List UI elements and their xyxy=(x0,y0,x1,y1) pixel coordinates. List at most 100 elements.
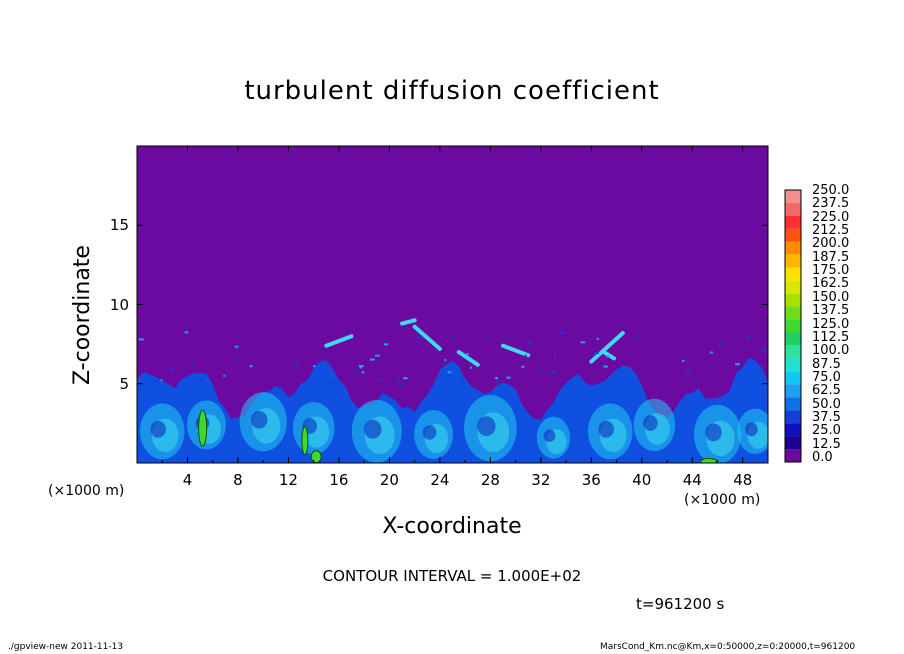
high-value-patch xyxy=(301,426,309,456)
eddy-dark xyxy=(705,423,722,442)
colorbar-swatch xyxy=(785,190,801,203)
speck xyxy=(277,362,280,365)
colorbar-swatch xyxy=(785,423,801,437)
speck xyxy=(383,343,389,346)
speck xyxy=(295,362,299,365)
eddy-dark xyxy=(543,429,556,442)
colorbar-label: 225.0 xyxy=(812,209,850,225)
speck xyxy=(444,359,447,362)
colorbar-label: 137.5 xyxy=(812,303,850,319)
speck xyxy=(169,368,174,371)
speck xyxy=(521,365,525,368)
high-value-patch xyxy=(310,450,322,463)
speck xyxy=(234,347,237,350)
speck xyxy=(747,336,751,339)
colorbar-swatch xyxy=(785,293,801,307)
x-tick-label: 24 xyxy=(430,471,450,489)
x-tick-label: 16 xyxy=(329,471,349,489)
colorbar-swatch xyxy=(785,358,801,372)
speck xyxy=(469,366,473,369)
colorbar-swatch xyxy=(785,449,801,462)
speck xyxy=(596,337,599,340)
speck xyxy=(369,358,375,361)
speck xyxy=(494,377,499,380)
eddy-dark xyxy=(364,419,382,439)
colorbar-label: 37.5 xyxy=(812,409,841,425)
speck xyxy=(524,354,527,357)
colorbar-label: 237.5 xyxy=(812,196,850,212)
x-tick-label: 28 xyxy=(480,471,500,489)
speck xyxy=(709,351,713,354)
speck xyxy=(403,377,408,380)
speck xyxy=(603,365,609,368)
filament xyxy=(324,334,354,348)
speck xyxy=(234,345,239,348)
eddy-dark xyxy=(598,420,615,438)
speck xyxy=(138,338,144,341)
eddy-dark xyxy=(250,410,268,429)
chart-title: turbulent diffusion coefficient xyxy=(244,76,660,106)
speck xyxy=(551,371,557,374)
speck xyxy=(461,381,465,384)
x-tick-label: 20 xyxy=(379,471,399,489)
colorbar-swatch xyxy=(785,319,801,333)
speck xyxy=(160,379,163,382)
colorbar-swatch xyxy=(785,254,801,268)
speck xyxy=(313,365,316,368)
speck xyxy=(451,334,456,337)
time-label: t=961200 s xyxy=(636,595,725,613)
y-axis-ticks xyxy=(137,224,768,385)
speck xyxy=(560,331,565,334)
y-tick-label: 10 xyxy=(109,295,129,314)
colorbar-label: 87.5 xyxy=(812,356,841,372)
colorbar-swatch xyxy=(785,215,801,229)
filament xyxy=(400,318,417,326)
speck xyxy=(719,343,724,346)
speck xyxy=(398,383,403,386)
colorbar-swatch xyxy=(785,371,801,385)
x-axis-ticks xyxy=(161,146,744,463)
speck xyxy=(447,371,452,374)
x-tick-label: 44 xyxy=(682,471,702,489)
colorbar-label: 0.0 xyxy=(812,450,833,465)
speck xyxy=(397,379,400,382)
eddy-dark xyxy=(477,416,496,437)
colorbar-swatch xyxy=(785,280,801,294)
colorbar-label: 25.0 xyxy=(812,423,841,439)
colorbar-label: 162.5 xyxy=(812,276,850,292)
colorbar-swatch xyxy=(785,436,801,450)
filament xyxy=(601,350,617,361)
speck xyxy=(375,354,380,357)
x-tick-label: 4 xyxy=(182,471,193,489)
speck xyxy=(527,341,532,344)
footer-right: MarsCond_Km.nc@Km,x=0:50000,z=0:20000,t=… xyxy=(600,642,856,652)
y-tick-label: 15 xyxy=(109,216,129,235)
speck xyxy=(379,379,382,382)
speck xyxy=(235,357,239,360)
speck xyxy=(605,355,610,358)
speck xyxy=(354,370,358,373)
colorbar xyxy=(784,189,802,463)
colorbar-label: 212.5 xyxy=(812,223,850,239)
colorbar-swatch xyxy=(785,397,801,411)
x-tick-label: 12 xyxy=(278,471,298,489)
speck xyxy=(593,352,599,355)
colorbar-label: 75.0 xyxy=(812,369,841,385)
colorbar-swatch xyxy=(785,241,801,255)
x-tick-label: 40 xyxy=(632,471,652,489)
contour-interval-text: CONTOUR INTERVAL = 1.000E+02 xyxy=(322,567,582,585)
speck xyxy=(554,357,557,360)
eddy-dark xyxy=(643,415,658,431)
colorbar-label: 50.0 xyxy=(812,396,841,412)
colorbar-label: 125.0 xyxy=(812,316,850,332)
speck xyxy=(249,365,253,368)
filament xyxy=(589,331,625,364)
speck xyxy=(735,363,741,366)
speck xyxy=(223,374,226,377)
speck xyxy=(191,362,194,365)
high-value-patch xyxy=(700,457,718,463)
colorbar-swatch xyxy=(785,384,801,398)
speck xyxy=(540,369,544,372)
colorbar-swatch xyxy=(785,267,801,281)
x-tick-label: 36 xyxy=(581,471,601,489)
